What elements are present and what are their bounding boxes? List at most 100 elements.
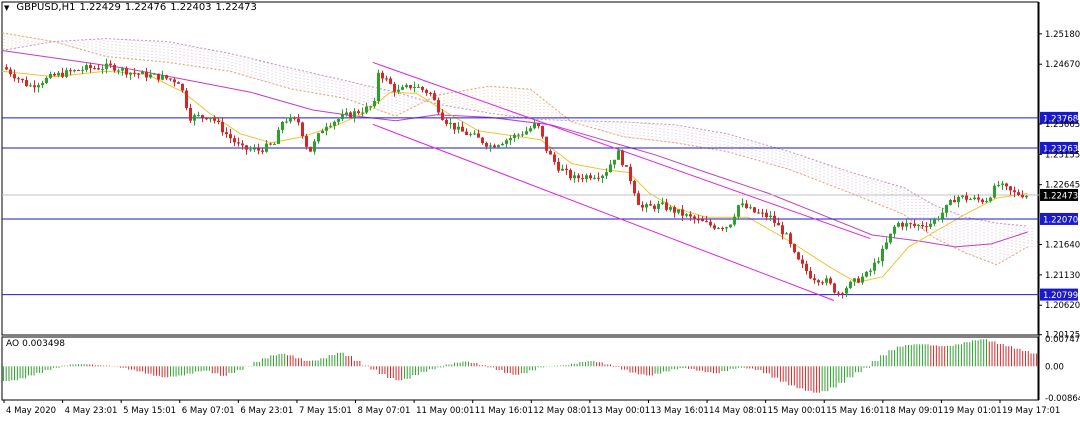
candle-body (777, 222, 780, 226)
candle (949, 199, 952, 206)
candle-body (617, 150, 620, 160)
candle (497, 144, 500, 149)
candle-body (537, 123, 540, 127)
candle (769, 210, 772, 221)
hline-price-label: 1.23263 (1043, 144, 1078, 154)
candle-body (997, 184, 1000, 186)
candle-body (293, 117, 296, 119)
candle-body (901, 222, 904, 227)
candle (313, 139, 316, 155)
chevron-down-icon[interactable]: ▼ (4, 4, 10, 12)
candle (997, 180, 1000, 188)
candle (505, 138, 508, 149)
candle-body (881, 248, 884, 262)
candle-body (385, 78, 388, 80)
candle (253, 144, 256, 153)
x-tick-label: 14 May 08:01 (709, 406, 767, 416)
candle-body (485, 143, 488, 147)
candle (77, 69, 80, 72)
candle (141, 70, 144, 75)
candle-body (637, 193, 640, 205)
candle-body (605, 172, 608, 176)
candle (533, 119, 536, 130)
candle-body (273, 143, 276, 145)
candle (937, 216, 940, 222)
candle (445, 118, 448, 127)
candle (877, 257, 880, 265)
candle (337, 117, 340, 126)
candle (717, 227, 720, 230)
candle (973, 194, 976, 201)
candle (741, 198, 744, 208)
candle (5, 64, 8, 71)
candle (89, 62, 92, 73)
candle-body (965, 195, 968, 200)
candle-body (841, 293, 844, 295)
candle-body (973, 197, 976, 200)
candle-body (721, 227, 724, 229)
candle-body (669, 207, 672, 210)
candle-body (545, 136, 548, 151)
candle (865, 270, 868, 278)
candle-body (373, 101, 376, 107)
candle-body (493, 145, 496, 148)
candle-body (629, 166, 632, 182)
candle-body (161, 75, 164, 80)
candle-body (953, 199, 956, 203)
candle (97, 64, 100, 71)
candle (365, 102, 368, 114)
candle (285, 117, 288, 124)
candle-body (313, 141, 316, 152)
y-tick-label: 1.24670 (1045, 60, 1080, 70)
candle (397, 84, 400, 95)
candle-body (253, 148, 256, 150)
candle (969, 197, 972, 201)
candle (261, 148, 264, 155)
candle (121, 66, 124, 76)
candle-body (397, 89, 400, 92)
candle-body (613, 159, 616, 165)
ao-y-tick-label: 0.00 (1045, 362, 1064, 372)
candle (561, 164, 564, 172)
candle-body (689, 214, 692, 217)
x-tick-label: 19 May 17:01 (1002, 406, 1060, 416)
candle (825, 275, 828, 286)
candle (849, 280, 852, 289)
candle-body (705, 221, 708, 223)
candle-body (837, 292, 840, 294)
candle (233, 135, 236, 147)
candle (433, 90, 436, 101)
candle-body (445, 120, 448, 124)
candle (929, 219, 932, 230)
candle-body (557, 161, 560, 171)
candle (361, 107, 364, 117)
x-tick-label: 5 May 15:01 (123, 406, 176, 416)
candle-body (921, 224, 924, 227)
candle (453, 122, 456, 135)
candle-body (905, 223, 908, 227)
candle-body (297, 118, 300, 123)
candle (409, 84, 412, 90)
candle (713, 223, 716, 230)
candle (633, 179, 636, 196)
candle (49, 71, 52, 80)
candle (29, 82, 32, 87)
candle-body (169, 78, 172, 80)
candle-body (157, 73, 160, 80)
candle (449, 117, 452, 129)
candle (521, 131, 524, 137)
candle-body (325, 126, 328, 131)
candle-body (9, 69, 12, 75)
x-tick-label: 11 May 16:01 (475, 406, 533, 416)
candle-body (957, 196, 960, 203)
candle-body (677, 209, 680, 213)
candle (577, 173, 580, 183)
candle (873, 258, 876, 275)
candle-body (593, 177, 596, 179)
candle-body (941, 212, 944, 219)
candle (241, 140, 244, 150)
candle-body (693, 216, 696, 220)
candle (733, 213, 736, 227)
